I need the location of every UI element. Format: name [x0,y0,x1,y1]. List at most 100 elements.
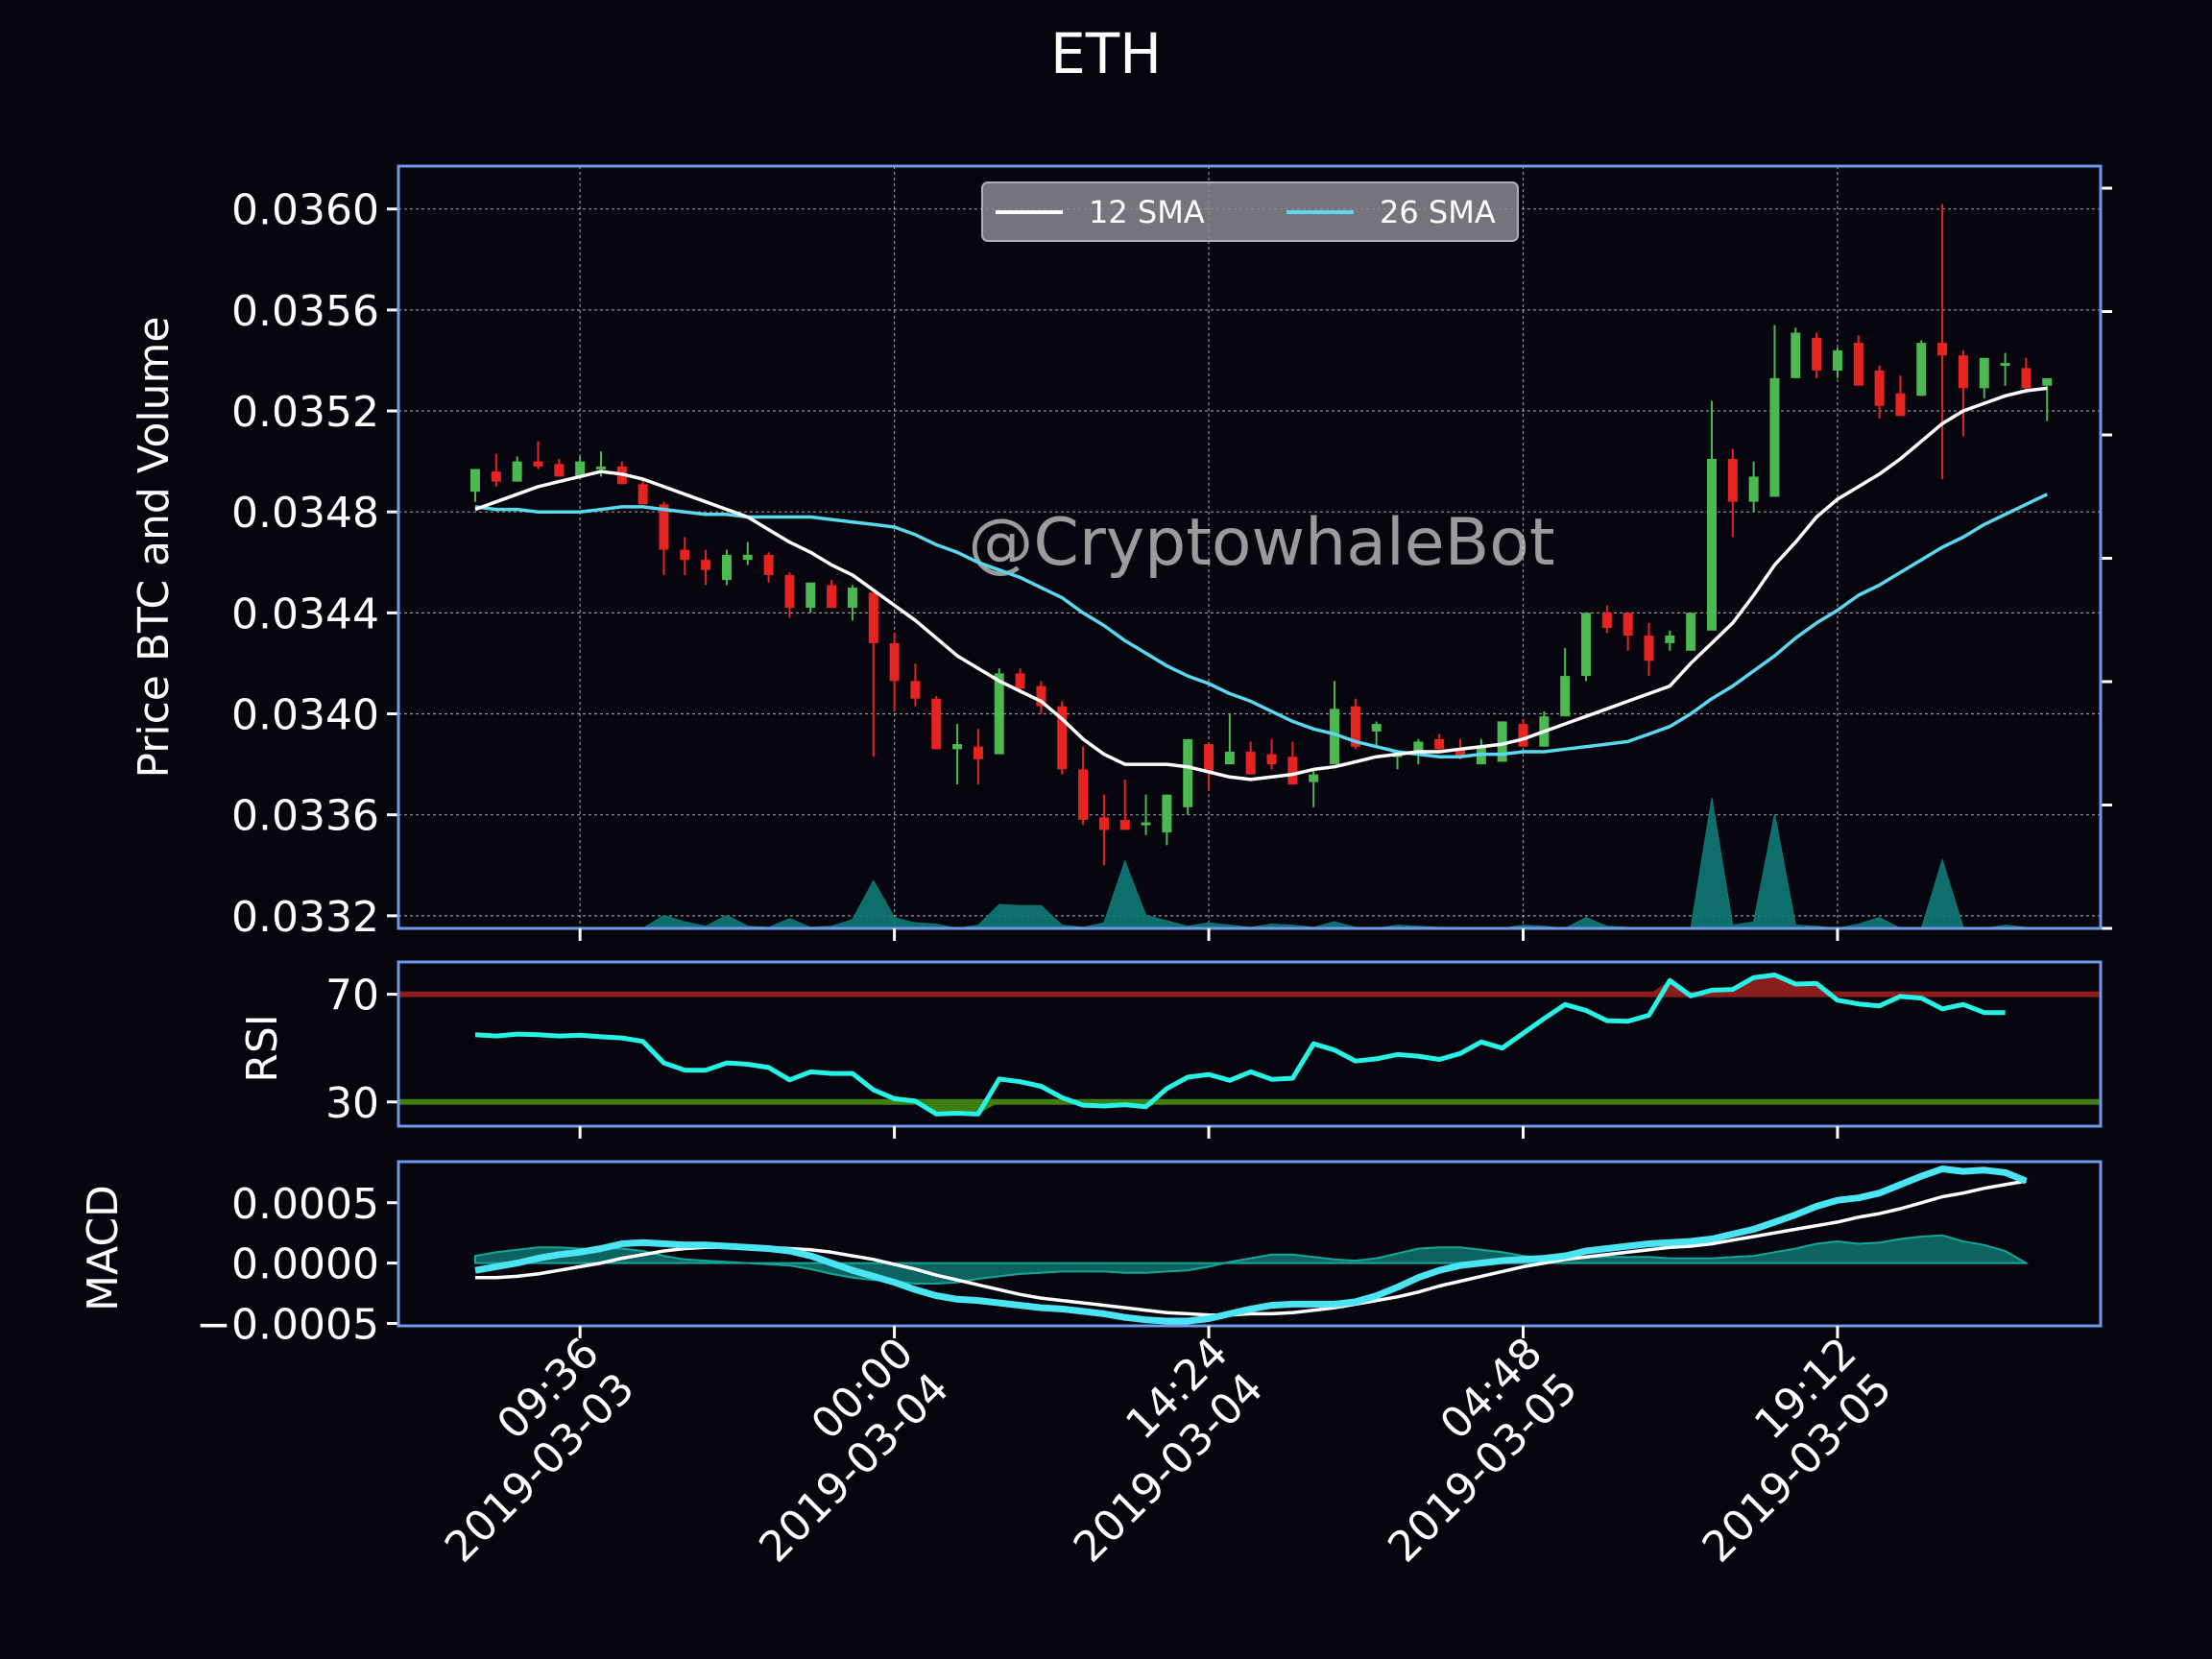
candle-28 [1057,701,1068,775]
macd-y-tick-label-2: 0.0005 [231,1180,379,1229]
macd-y-tick-label-1: 0.0000 [231,1240,379,1289]
candle-8 [637,479,648,505]
macd-y-axis-label: MACD [79,1185,128,1311]
candle-body-72 [1979,357,1989,389]
sma26-line [474,493,2049,758]
candle-body-49 [1497,721,1507,762]
candle-1 [491,453,501,487]
candle-61 [1748,461,1759,513]
rsi-panel: 30 70 RSI [238,960,2103,1128]
candle-19 [868,592,878,757]
candle-body-59 [1706,458,1717,631]
price-y-axis-label: Price BTC and Volume [130,317,179,779]
legend-label-sma26: 26 SMA [1380,194,1496,230]
candle-body-6 [595,466,606,469]
candle-15 [784,572,795,618]
price-y-tick-label-0: 0.0332 [231,893,379,942]
candle-body-26 [1015,673,1025,689]
candle-body-22 [931,698,942,750]
candle-32 [1141,794,1151,835]
candle-body-74 [2021,368,2032,389]
candle-body-40 [1309,774,1319,782]
candle-body-28 [1057,706,1068,770]
candle-body-37 [1245,751,1256,775]
candle-62 [1769,325,1780,497]
candle-58 [1686,613,1696,651]
candle-65 [1832,348,1842,378]
candle-16 [805,582,816,613]
candle-body-13 [742,554,753,561]
candle-body-27 [1036,685,1046,707]
candle-body-14 [763,554,774,575]
candle-body-32 [1141,822,1151,826]
candle-68 [1895,375,1906,417]
candle-body-67 [1874,370,1885,406]
candle-64 [1812,332,1822,378]
candle-body-38 [1266,754,1277,765]
candle-46 [1434,733,1445,752]
candle-53 [1580,613,1591,682]
candle-body-11 [701,560,711,570]
price-y-tick-label-7: 0.0360 [231,186,379,235]
candle-34 [1183,738,1193,815]
macd-line-path [474,1166,2028,1325]
candle-body-35 [1204,744,1214,772]
candle-body-42 [1350,706,1360,747]
volume-area [475,797,2048,929]
candle-body-47 [1455,749,1466,757]
chart-title: ETH [1050,21,1162,86]
candle-body-62 [1769,377,1780,497]
candle-74 [2021,357,2032,394]
candle-body-70 [1937,343,1948,356]
rsi-line-path [474,973,2006,1117]
candle-50 [1518,718,1528,747]
candle-body-1 [491,471,501,482]
candle-body-69 [1916,343,1927,397]
candle-body-73 [2000,363,2010,367]
candle-body-61 [1748,476,1759,502]
candle-30 [1098,794,1109,866]
candle-body-53 [1580,613,1591,677]
rsi-y-tick-label-0: 30 [325,1079,379,1128]
candle-body-15 [784,574,795,609]
candle-body-4 [554,464,565,477]
price-y-tick-label-3: 0.0344 [231,589,379,638]
candle-20 [889,633,900,711]
candle-5 [575,456,586,477]
candle-17 [827,580,837,609]
rsi-y-axis-label: RSI [238,1014,287,1082]
candle-body-23 [952,744,963,750]
candle-body-60 [1727,458,1738,502]
candle-body-54 [1601,613,1612,629]
candle-body-36 [1224,751,1235,765]
candle-body-55 [1623,613,1633,637]
candle-38 [1266,738,1277,770]
candle-body-24 [973,746,983,759]
candle-body-56 [1644,636,1654,661]
candle-54 [1601,605,1612,634]
candle-body-58 [1686,613,1696,651]
legend-label-sma12: 12 SMA [1089,194,1205,230]
candle-body-46 [1434,738,1445,750]
candle-body-39 [1287,757,1298,785]
candle-52 [1560,648,1571,717]
candle-56 [1644,622,1654,677]
candle-14 [763,552,774,583]
candle-body-75 [2042,377,2053,386]
candle-body-66 [1853,343,1863,386]
candle-body-10 [680,549,690,561]
candle-body-50 [1518,724,1528,747]
volume-area-path [475,797,2048,929]
macd-panel-frame [397,1160,2103,1328]
candle-22 [931,696,942,750]
candle-59 [1706,400,1717,631]
candle-body-17 [827,585,837,609]
candle-29 [1078,746,1089,826]
moving-averages [474,386,2049,781]
candle-body-16 [805,582,816,609]
candle-33 [1162,794,1172,846]
price-y-tick-label-2: 0.0340 [231,691,379,740]
legend-box [981,181,1519,242]
price-y-tick-label-6: 0.0356 [231,287,379,336]
